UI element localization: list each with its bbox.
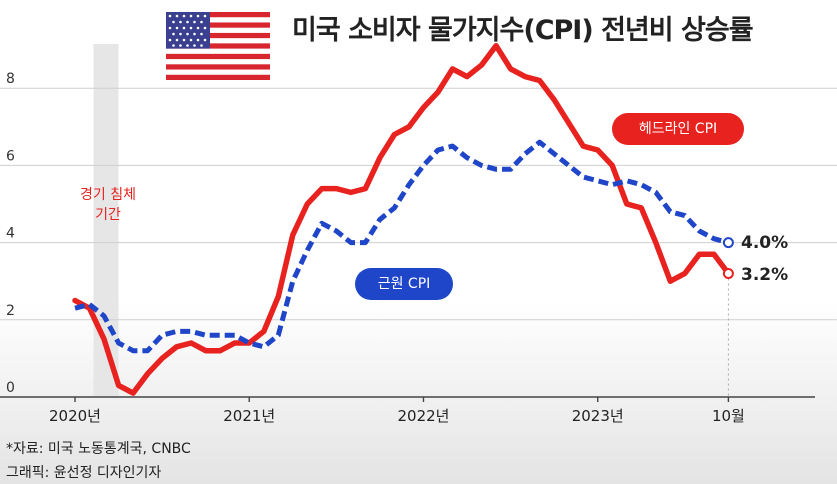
y-tick-label: 0 <box>6 380 15 396</box>
core-end-marker <box>722 237 734 249</box>
source-note: *자료: 미국 노동통계국, CNBC <box>6 441 191 457</box>
core-cpi-line <box>74 139 730 354</box>
x-tick-label: 2023년 <box>572 407 624 425</box>
y-tick-label: 2 <box>6 303 15 319</box>
headline-cpi-line <box>72 42 732 396</box>
legend-core-cpi: 근원 CPI <box>355 268 453 300</box>
y-tick-label: 4 <box>6 226 15 242</box>
recession-label-line2: 기간 <box>95 207 121 223</box>
recession-label: 경기 침체 기간 <box>70 185 146 225</box>
x-tick-label: 2020년 <box>49 407 101 425</box>
recession-label-line1: 경기 침체 <box>80 187 136 203</box>
x-tick-label: 10월 <box>712 407 745 425</box>
y-tick-label: 6 <box>6 148 15 164</box>
y-tick-label: 8 <box>6 71 15 87</box>
chart-title: 미국 소비자 물가지수(CPI) 전년비 상승률 <box>292 15 754 46</box>
us-flag-icon <box>166 12 270 80</box>
end-label-core: 4.0% <box>741 233 789 253</box>
x-tick-label: 2021년 <box>223 407 275 425</box>
end-label-headline: 3.2% <box>741 265 789 285</box>
graphic-credit: 그래픽: 윤선정 디자인기자 <box>6 465 162 481</box>
legend-headline-cpi: 헤드라인 CPI <box>612 113 744 145</box>
headline-end-marker <box>722 267 734 279</box>
x-tick-label: 2022년 <box>397 407 449 425</box>
